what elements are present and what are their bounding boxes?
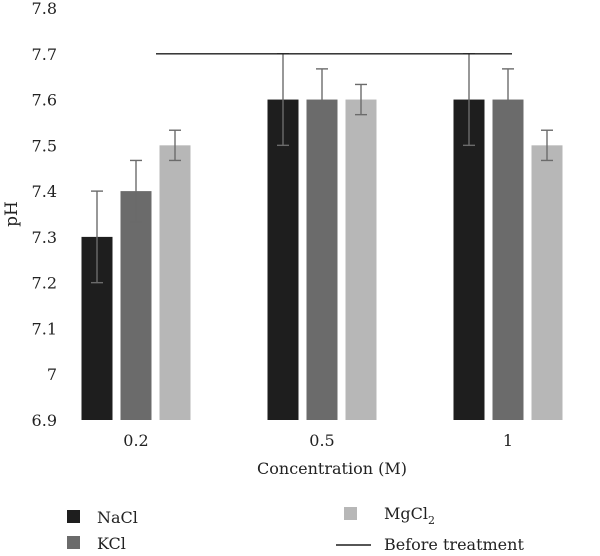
x-tick-label: 0.2 (123, 431, 148, 450)
bar (453, 99, 485, 421)
bar (306, 99, 338, 421)
legend-swatch-kcl (67, 536, 80, 549)
bar (492, 99, 524, 421)
y-axis-label: pH (2, 201, 22, 227)
legend-label-mgcl2: MgCl2 (384, 504, 435, 527)
legend: NaCl KCl MgCl2 Before treatment (67, 504, 524, 554)
x-tick-label: 1 (503, 431, 513, 450)
y-axis-ticks: 6.9 7 7.1 7.2 7.3 7.4 7.5 7.6 7.7 7.8 (32, 0, 57, 430)
bar (267, 99, 299, 421)
bar (159, 145, 191, 421)
x-tick-label: 0.5 (309, 431, 334, 450)
bar (345, 99, 377, 421)
x-axis-ticks: 0.2 0.5 1 (123, 431, 513, 450)
bars (81, 99, 563, 421)
y-tick-label: 7 (47, 365, 57, 384)
y-tick-label: 7.3 (32, 228, 57, 247)
legend-label-mgcl2-base: MgCl (384, 504, 428, 523)
y-tick-label: 6.9 (32, 411, 57, 430)
legend-swatch-mgcl2 (344, 507, 357, 520)
y-tick-label: 7.8 (32, 0, 57, 18)
legend-label-before-treatment: Before treatment (384, 535, 524, 552)
bar (120, 191, 152, 420)
y-tick-label: 7.2 (32, 274, 57, 293)
y-tick-label: 7.4 (32, 182, 57, 201)
y-tick-label: 7.7 (32, 45, 57, 64)
y-tick-label: 7.6 (32, 91, 57, 110)
legend-label-nacl: NaCl (97, 508, 138, 527)
legend-swatch-nacl (67, 510, 80, 523)
error-bars (91, 53, 553, 284)
x-axis-label: Concentration (M) (257, 459, 407, 478)
legend-label-mgcl2-sub: 2 (428, 514, 435, 527)
legend-label-kcl: KCl (97, 534, 126, 552)
y-tick-label: 7.1 (32, 319, 57, 338)
bar (531, 145, 563, 421)
y-tick-label: 7.5 (32, 136, 57, 155)
